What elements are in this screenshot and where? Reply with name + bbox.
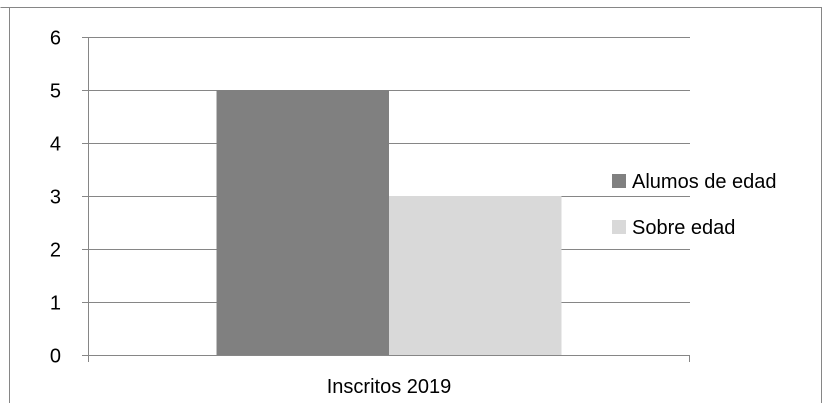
y-tick-label: 6 <box>50 28 61 50</box>
bar-alumos-de-edad <box>217 90 389 355</box>
y-tick-label: 0 <box>50 346 61 368</box>
bars <box>217 90 562 355</box>
y-tick-label: 4 <box>50 134 61 156</box>
legend-label: Sobre edad <box>632 217 735 239</box>
legend-swatch <box>612 220 626 234</box>
x-tick-label: Inscritos 2019 <box>327 376 452 398</box>
y-tick-label: 3 <box>50 187 61 209</box>
y-tick-label: 2 <box>50 240 61 262</box>
y-axis-tick-labels: 0 1 2 3 4 5 6 <box>50 28 61 368</box>
legend: Alumos de edad Sobre edad <box>612 171 777 239</box>
x-axis-tick-labels: Inscritos 2019 <box>327 376 452 398</box>
y-tick-label: 5 <box>50 81 61 103</box>
y-tick-label: 1 <box>50 293 61 315</box>
legend-swatch <box>612 174 626 188</box>
legend-label: Alumos de edad <box>632 171 777 193</box>
bar-sobre-edad <box>389 196 561 355</box>
